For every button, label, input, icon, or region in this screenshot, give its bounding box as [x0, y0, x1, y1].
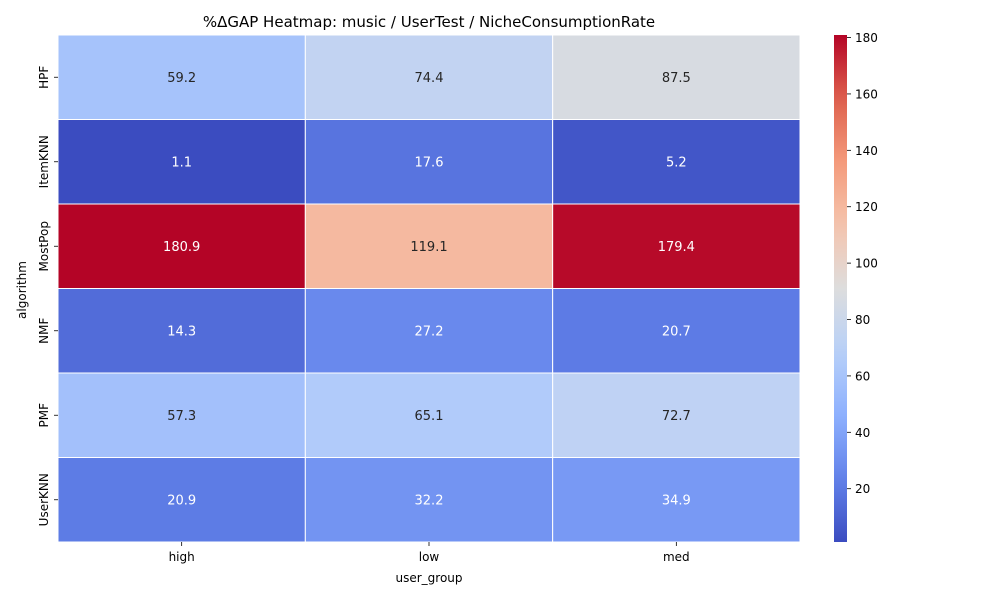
x-tick-label: med [663, 550, 690, 564]
y-tick-label: ItemKNN [37, 135, 51, 188]
heatmap-cell [57, 288, 306, 374]
colorbar-tick-label: 180 [855, 31, 878, 45]
colorbar-tick-label: 60 [855, 369, 870, 383]
cell-value-label: 65.1 [415, 409, 444, 424]
y-tick-label: NMF [37, 318, 51, 344]
cell-value-label: 20.7 [662, 324, 691, 339]
colorbar-tick-label: 20 [855, 482, 870, 496]
heatmap-cells [57, 34, 801, 543]
colorbar-tick-label: 160 [855, 87, 878, 101]
cell-value-label: 72.7 [662, 409, 691, 424]
cell-value-label: 179.4 [658, 240, 695, 255]
y-tick-label: MostPop [37, 221, 51, 271]
y-tick-label: HPF [37, 66, 51, 89]
colorbar: 20 40 60 80 100 120 140 160 180 [834, 31, 878, 542]
heatmap-cell [552, 288, 801, 374]
cell-value-label: 20.9 [167, 493, 196, 508]
colorbar-tick-label: 140 [855, 144, 878, 158]
cell-value-label: 14.3 [167, 324, 196, 339]
heatmap-cell [552, 119, 801, 205]
x-tick-label: low [419, 550, 440, 564]
colorbar-tick-label: 120 [855, 200, 878, 214]
y-tick-label: UserKNN [37, 473, 51, 526]
cell-value-label: 27.2 [415, 324, 444, 339]
y-axis: HPF ItemKNN MostPop NMF PMF UserKNN [37, 66, 58, 526]
heatmap-cell [304, 119, 554, 205]
chart-title: %ΔGAP Heatmap: music / UserTest / NicheC… [203, 13, 655, 31]
heatmap-cell-labels: 59.2 74.4 87.5 1.1 17.6 5.2 180.9 119.1 179.4 14.… [163, 71, 695, 509]
cell-value-label: 5.2 [666, 155, 687, 170]
colorbar-tick-label: 40 [855, 426, 870, 440]
heatmap-cell [304, 203, 554, 289]
x-axis-label: user_group [395, 571, 462, 585]
heatmap-cell [552, 457, 801, 543]
cell-value-label: 57.3 [167, 409, 196, 424]
cell-value-label: 87.5 [662, 71, 691, 86]
cell-value-label: 17.6 [415, 155, 444, 170]
colorbar-tick-label: 80 [855, 313, 870, 327]
heatmap-cell [552, 34, 801, 120]
cell-value-label: 180.9 [163, 240, 200, 255]
heatmap-cell [57, 119, 306, 205]
colorbar-tick-label: 100 [855, 257, 878, 271]
cell-value-label: 34.9 [662, 493, 691, 508]
cell-value-label: 59.2 [167, 71, 196, 86]
cell-value-label: 32.2 [415, 493, 444, 508]
x-axis: high low med [169, 542, 690, 564]
heatmap-cell [304, 34, 554, 120]
cell-value-label: 119.1 [410, 240, 447, 255]
cell-value-label: 74.4 [415, 71, 444, 86]
cell-value-label: 1.1 [171, 155, 192, 170]
y-tick-label: PMF [37, 403, 51, 428]
heatmap-cell [57, 34, 306, 120]
heatmap-cell [552, 372, 801, 458]
colorbar-gradient [834, 35, 847, 542]
heatmap-cell [304, 372, 554, 458]
heatmap-cell [304, 457, 554, 543]
heatmap-cell [57, 372, 306, 458]
x-tick-label: high [169, 550, 195, 564]
y-axis-label: algorithm [15, 261, 29, 319]
